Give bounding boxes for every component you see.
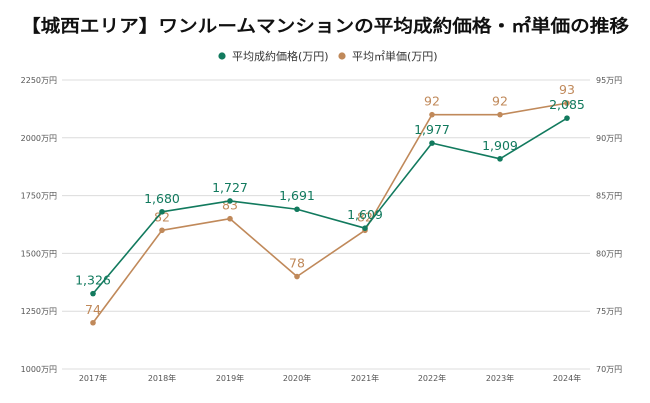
y-axis-right: 70万円 75万円 80万円 85万円 90万円 95万円 [596, 76, 622, 374]
legend-marker [338, 52, 346, 60]
y-left-tick-label: 1000万円 [21, 365, 57, 374]
y-right-tick-label: 90万円 [596, 134, 622, 143]
y-right-tick-label: 75万円 [596, 307, 622, 316]
x-axis: 2017年 2018年 2019年 2020年 2021年 2022年 2023年 2024年 [79, 373, 581, 383]
data-label: 92 [424, 94, 440, 109]
y-axis-left: 1000万円 1250万円 1500万円 1750万円 2000万円 2250万円 [21, 76, 57, 374]
data-point [294, 273, 300, 280]
x-tick-label: 2020年 [283, 373, 311, 383]
data-label: 1,727 [212, 180, 248, 195]
chart-title: 【城西エリア】ワンルームマンションの平均成約価格・㎡単価の推移 [21, 16, 630, 37]
data-label: 1,691 [279, 188, 315, 203]
data-point [429, 111, 435, 118]
data-point [227, 215, 233, 222]
legend-marker [218, 52, 226, 60]
data-label: 74 [85, 302, 101, 317]
data-label: 82 [154, 209, 170, 224]
x-tick-label: 2017年 [79, 373, 107, 383]
y-left-tick-label: 2250万円 [21, 76, 57, 85]
y-left-tick-label: 1500万円 [21, 249, 57, 258]
series-line [92, 117, 568, 295]
data-point [159, 208, 165, 215]
data-point [362, 225, 368, 231]
data-label: 82 [357, 209, 373, 224]
data-point [429, 140, 435, 146]
data-point [90, 290, 96, 297]
data-label: 93 [559, 82, 575, 97]
data-label: 92 [492, 94, 508, 109]
legend: 平均成約価格(万円) 平均㎡単価(万円) [218, 49, 438, 63]
data-label: 1,909 [482, 138, 518, 153]
data-point [90, 319, 96, 326]
y-right-tick-label: 80万円 [596, 249, 622, 258]
data-point [227, 198, 233, 204]
grid [62, 79, 590, 370]
y-left-tick-label: 1750万円 [21, 192, 57, 201]
y-right-tick-label: 70万円 [596, 365, 622, 374]
data-label: 1,326 [75, 273, 111, 288]
x-tick-label: 2019年 [216, 373, 244, 383]
y-left-tick-label: 1250万円 [21, 307, 57, 316]
legend-label: 平均成約価格(万円) [232, 49, 329, 63]
x-tick-label: 2021年 [351, 373, 379, 383]
data-label: 1,977 [414, 122, 450, 137]
series-line [92, 102, 568, 324]
y-right-tick-label: 85万円 [596, 192, 622, 201]
data-point [564, 115, 570, 121]
data-point [564, 100, 570, 106]
data-point [497, 111, 503, 118]
y-left-tick-label: 2000万円 [21, 134, 57, 143]
data-label: 1,680 [144, 191, 180, 206]
data-point [294, 206, 300, 213]
y-right-tick-label: 95万円 [596, 76, 622, 85]
data-label: 2,085 [549, 97, 585, 112]
x-tick-label: 2024年 [553, 373, 581, 383]
x-tick-label: 2022年 [418, 373, 446, 383]
legend-label: 平均㎡単価(万円) [352, 49, 438, 63]
x-tick-label: 2018年 [148, 373, 176, 383]
data-label: 1,609 [347, 207, 383, 222]
data-label: 78 [289, 256, 305, 271]
data-point [497, 156, 503, 162]
x-tick-label: 2023年 [486, 373, 514, 383]
data-point [159, 227, 165, 234]
